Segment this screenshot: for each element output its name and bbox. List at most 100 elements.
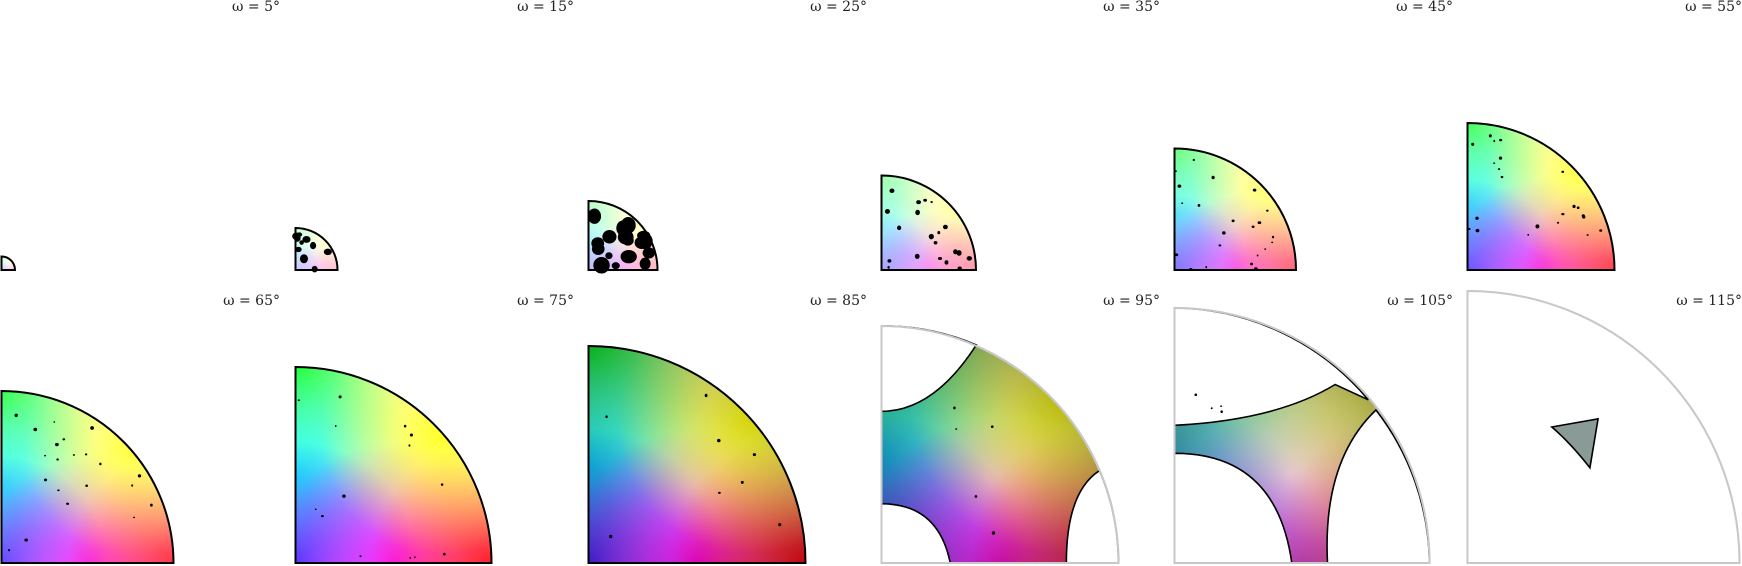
ipf-panel: ω = 95° xyxy=(880,293,1160,564)
grain-marker xyxy=(752,453,757,457)
color-key-fill xyxy=(1467,123,1615,270)
panel-label: ω = 25° xyxy=(810,0,867,15)
grain-marker xyxy=(957,266,962,271)
grain-marker xyxy=(55,442,59,447)
grain-marker xyxy=(1572,204,1576,209)
grain-marker xyxy=(1527,233,1530,236)
grain-marker xyxy=(1576,206,1580,210)
grain-marker xyxy=(403,424,407,428)
grain-markers xyxy=(297,395,446,559)
grain-marker xyxy=(342,494,346,498)
grain-marker xyxy=(133,516,136,519)
grain-markers xyxy=(587,208,656,274)
grain-marker xyxy=(150,503,153,507)
grain-markers xyxy=(292,232,332,273)
grain-marker xyxy=(1220,405,1223,408)
panel-label: ω = 85° xyxy=(810,293,867,309)
grain-marker xyxy=(602,230,617,244)
grain-marker xyxy=(1581,214,1585,218)
grain-marker xyxy=(953,249,958,255)
grain-marker xyxy=(309,241,317,250)
panel-label: ω = 5° xyxy=(232,0,280,15)
color-key-fill xyxy=(1174,148,1296,270)
grain-marker xyxy=(1189,268,1193,271)
grain-marker xyxy=(1264,248,1267,250)
excluded-region xyxy=(1466,289,1741,564)
grain-marker xyxy=(0,425,3,428)
grain-markers xyxy=(1194,393,1223,414)
ipf-panel: ω = 65° xyxy=(0,293,280,564)
grain-marker xyxy=(99,462,102,466)
ipf-panel: ω = 85° xyxy=(587,293,867,564)
grain-marker xyxy=(704,393,708,398)
color-key-fill xyxy=(588,346,806,563)
panel-label: ω = 75° xyxy=(517,293,574,309)
grain-marker xyxy=(639,257,651,270)
color-key-fill xyxy=(881,175,976,270)
grain-marker xyxy=(620,217,636,234)
excluded-region xyxy=(880,324,1120,564)
grain-marker xyxy=(1252,188,1257,192)
grain-marker xyxy=(1218,244,1222,247)
panel-label: ω = 55° xyxy=(1685,0,1742,15)
color-key-fill xyxy=(1,256,15,270)
grain-marker xyxy=(299,240,304,245)
grain-marker xyxy=(85,484,88,487)
grain-marker xyxy=(887,259,892,263)
grain-marker xyxy=(33,427,38,432)
ipf-panel: ω = 115° xyxy=(1466,289,1742,564)
grain-marker xyxy=(717,438,721,443)
grain-marker xyxy=(1493,162,1496,164)
grain-marker xyxy=(942,224,948,230)
grain-marker xyxy=(1497,168,1501,171)
grain-marker xyxy=(889,188,895,194)
grain-marker xyxy=(442,552,446,556)
grain-marker xyxy=(642,247,656,259)
grain-marker xyxy=(923,198,927,202)
grain-marker xyxy=(1475,216,1479,220)
grain-marker xyxy=(1271,235,1275,239)
color-key-fill xyxy=(295,228,338,270)
panel-label: ω = 35° xyxy=(1103,0,1160,15)
grain-marker xyxy=(944,260,949,265)
grain-marker xyxy=(1254,267,1258,271)
ipf-panel: ω = 15° xyxy=(292,0,574,273)
grain-marker xyxy=(338,395,342,399)
grain-marker xyxy=(593,256,610,274)
sector-outline xyxy=(587,344,807,564)
ipf-panel: ω = 45° xyxy=(1173,0,1453,271)
excluded-region xyxy=(1173,306,1431,564)
grain-marker xyxy=(937,231,941,235)
grain-marker xyxy=(897,225,902,231)
grain-marker xyxy=(718,491,721,494)
grain-marker xyxy=(884,209,891,214)
grain-marker xyxy=(24,538,28,542)
grain-marker xyxy=(53,421,56,423)
grain-marker xyxy=(916,200,922,205)
sector-outline xyxy=(1173,147,1298,271)
grain-marker xyxy=(359,555,362,558)
grain-marker xyxy=(974,495,978,498)
ipf-panel: ω = 35° xyxy=(880,0,1160,271)
grain-marker xyxy=(915,209,920,216)
grain-marker xyxy=(990,425,994,429)
grain-marker xyxy=(638,233,653,250)
grain-marker xyxy=(620,249,637,264)
grain-marker xyxy=(314,508,317,511)
grain-marker xyxy=(953,406,956,410)
ipf-panel: ω = 25° xyxy=(587,0,867,274)
grain-marker xyxy=(1475,228,1480,233)
grain-marker xyxy=(956,250,962,256)
sector-outline xyxy=(294,365,493,564)
grain-marker xyxy=(84,453,88,456)
grain-markers xyxy=(1467,134,1603,236)
grain-marker xyxy=(334,424,337,427)
grain-marker xyxy=(1498,156,1503,160)
grain-marker xyxy=(1467,227,1471,230)
panel-label: ω = 95° xyxy=(1103,293,1160,309)
grain-marker xyxy=(1599,229,1603,232)
grain-marker xyxy=(1177,184,1182,188)
grain-marker xyxy=(297,399,301,402)
grain-marker xyxy=(323,248,332,256)
